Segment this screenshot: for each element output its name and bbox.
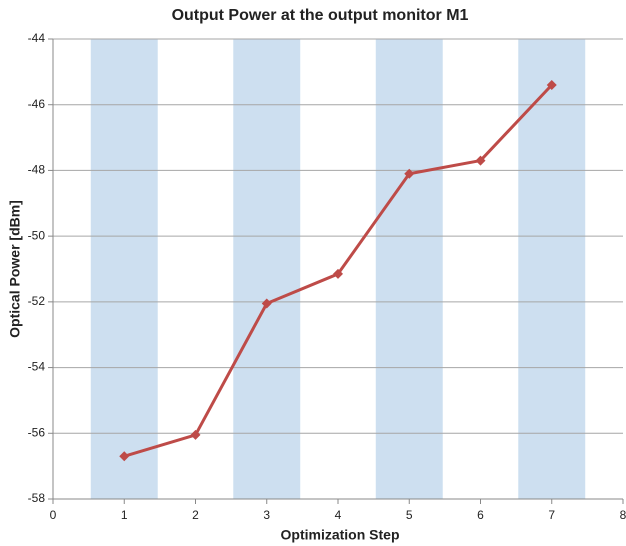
y-tick-label: -50 (28, 228, 46, 242)
x-tick-label: 4 (335, 508, 342, 522)
x-tick-label: 3 (263, 508, 270, 522)
background-band (518, 39, 586, 499)
data-point (190, 429, 201, 440)
data-point (261, 298, 272, 309)
x-tick-label: 1 (121, 508, 128, 522)
x-tick-label: 0 (50, 508, 57, 522)
y-tick-label: -52 (28, 294, 46, 308)
data-point (333, 268, 343, 279)
data-point (546, 80, 557, 90)
x-tick-label: 8 (620, 508, 626, 522)
y-tick-label: -58 (28, 491, 46, 505)
y-tick-label: -44 (28, 31, 46, 45)
x-tick-label: 5 (406, 508, 413, 522)
y-tick-label: -54 (28, 360, 46, 374)
data-point (404, 168, 415, 179)
y-axis-title: Optical Power [dBm] (7, 200, 23, 338)
y-tick-label: -48 (28, 163, 46, 177)
data-point (475, 155, 486, 166)
y-tick-label: -56 (28, 425, 46, 439)
background-band (375, 39, 443, 499)
chart-title: Output Power at the output monitor M1 (172, 7, 469, 24)
background-band (233, 39, 301, 499)
data-point (119, 451, 130, 462)
background-band (90, 39, 158, 499)
x-tick-label: 7 (548, 508, 555, 522)
x-tick-label: 2 (192, 508, 199, 522)
x-tick-label: 6 (477, 508, 484, 522)
y-tick-label: -46 (28, 97, 46, 111)
x-axis-title: Optimization Step (281, 527, 400, 543)
